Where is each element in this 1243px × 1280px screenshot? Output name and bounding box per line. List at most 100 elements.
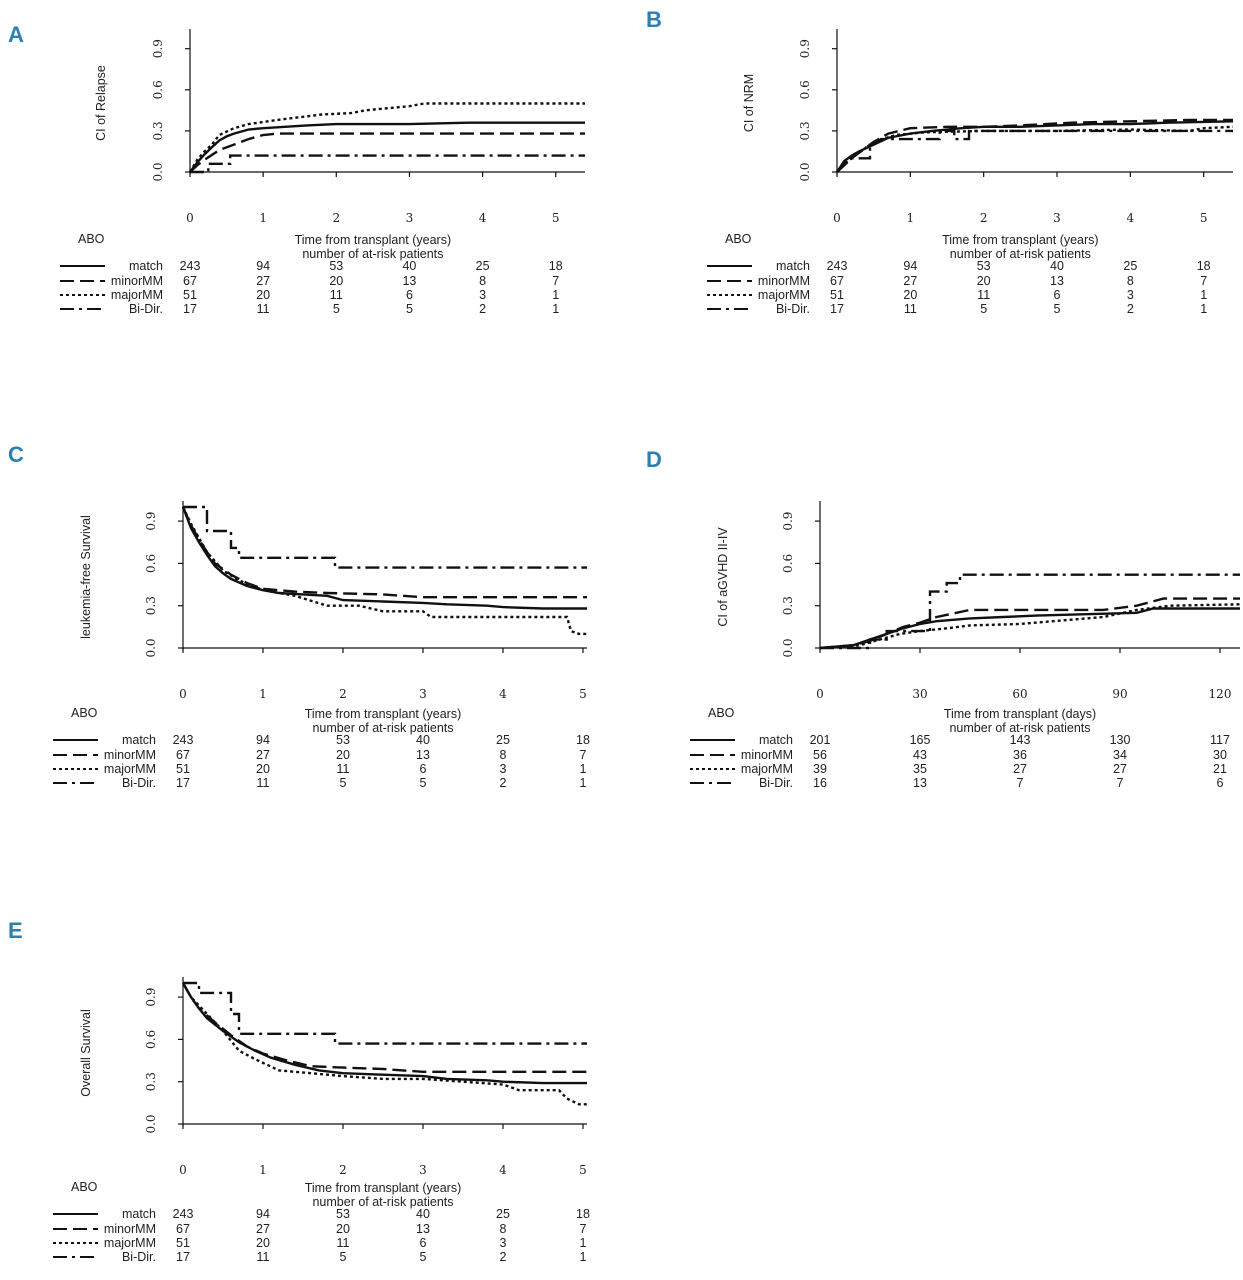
at-risk-count: 165: [910, 733, 931, 747]
legend-label: minorMM: [104, 748, 156, 762]
y-tick-label: 0.9: [144, 988, 158, 1007]
x-tick-label: 4: [499, 1163, 507, 1177]
at-risk-count: 25: [1123, 259, 1137, 273]
legend-title: ABO: [725, 232, 752, 246]
x-tick-label: 1: [259, 211, 267, 225]
at-risk-count: 5: [420, 776, 427, 790]
legend-label: majorMM: [111, 288, 163, 302]
at-risk-count: 67: [183, 274, 197, 288]
y-tick-label: 0.9: [798, 39, 812, 58]
at-risk-count: 5: [420, 1250, 427, 1264]
at-risk-count: 25: [476, 259, 490, 273]
risk-table-title: number of at-risk patients: [302, 247, 443, 261]
at-risk-count: 117: [1210, 733, 1230, 747]
at-risk-count: 6: [420, 762, 427, 776]
panel-label: C: [8, 442, 24, 467]
panel-label: E: [8, 918, 23, 943]
series-line-bidir: [820, 573, 1240, 650]
at-risk-count: 11: [257, 1250, 270, 1264]
series-line-minormm: [836, 118, 1233, 173]
x-tick-label: 2: [339, 1163, 347, 1177]
at-risk-count: 18: [576, 733, 590, 747]
x-axis-label: Time from transplant (years): [942, 233, 1099, 247]
at-risk-count: 8: [500, 748, 507, 762]
at-risk-count: 17: [176, 1250, 190, 1264]
legend-label: Bi-Dir.: [759, 776, 793, 790]
at-risk-count: 1: [1200, 288, 1207, 302]
at-risk-count: 8: [479, 274, 486, 288]
y-tick-label: 0.9: [151, 39, 165, 58]
at-risk-count: 51: [176, 1236, 190, 1250]
at-risk-count: 11: [337, 1236, 350, 1250]
at-risk-count: 11: [330, 288, 343, 302]
series-line-bidir: [190, 154, 585, 174]
risk-table-title: number of at-risk patients: [950, 247, 1091, 261]
series-line-majormm: [181, 506, 587, 636]
at-risk-count: 53: [329, 259, 343, 273]
y-tick-label: 0.6: [144, 554, 158, 573]
at-risk-count: 143: [1010, 733, 1031, 747]
at-risk-count: 6: [420, 1236, 427, 1250]
at-risk-count: 243: [173, 733, 194, 747]
at-risk-count: 5: [406, 302, 413, 316]
at-risk-count: 35: [913, 762, 927, 776]
at-risk-count: 51: [830, 288, 844, 302]
x-axis-label: Time from transplant (days): [944, 707, 1096, 721]
y-axis-label: CI of Relapse: [94, 65, 108, 141]
at-risk-count: 3: [479, 288, 486, 302]
series-line-match: [836, 120, 1234, 173]
at-risk-count: 1: [580, 1250, 587, 1264]
y-tick-label: 0.6: [151, 80, 165, 99]
series-line-bidir: [836, 129, 1233, 173]
at-risk-count: 20: [903, 288, 917, 302]
at-risk-count: 36: [1013, 748, 1027, 762]
y-axis-label: leukemia-free Survival: [79, 515, 93, 639]
legend-label: minorMM: [104, 1222, 156, 1236]
y-tick-label: 0.3: [781, 596, 795, 615]
at-risk-count: 40: [1050, 259, 1064, 273]
at-risk-count: 53: [336, 733, 350, 747]
at-risk-count: 20: [256, 762, 270, 776]
x-axis-label: Time from transplant (years): [305, 707, 462, 721]
legend-label: majorMM: [758, 288, 810, 302]
x-axis-label: Time from transplant (years): [295, 233, 452, 247]
at-risk-count: 13: [1050, 274, 1064, 288]
x-tick-label: 5: [579, 1163, 587, 1177]
y-tick-label: 0.0: [151, 162, 165, 181]
series-line-match: [189, 121, 585, 173]
y-tick-label: 0.6: [781, 554, 795, 573]
x-tick-label: 90: [1112, 687, 1127, 701]
legend-label: Bi-Dir.: [129, 302, 163, 316]
at-risk-count: 2: [500, 1250, 507, 1264]
at-risk-count: 94: [256, 733, 270, 747]
x-tick-label: 0: [179, 687, 187, 701]
at-risk-count: 2: [500, 776, 507, 790]
at-risk-count: 11: [337, 762, 350, 776]
at-risk-count: 16: [813, 776, 827, 790]
at-risk-count: 7: [580, 1222, 587, 1236]
at-risk-count: 3: [500, 762, 507, 776]
x-tick-label: 0: [179, 1163, 187, 1177]
at-risk-count: 8: [500, 1222, 507, 1236]
at-risk-count: 11: [977, 288, 990, 302]
at-risk-count: 27: [1013, 762, 1027, 776]
at-risk-count: 8: [1127, 274, 1134, 288]
y-tick-label: 0.3: [144, 596, 158, 615]
x-tick-label: 3: [406, 211, 414, 225]
at-risk-count: 51: [183, 288, 197, 302]
at-risk-count: 94: [903, 259, 917, 273]
legend-label: match: [122, 733, 156, 747]
at-risk-count: 243: [827, 259, 848, 273]
legend-label: majorMM: [104, 762, 156, 776]
at-risk-count: 1: [552, 288, 559, 302]
x-axis-label: Time from transplant (years): [305, 1181, 462, 1195]
at-risk-count: 3: [500, 1236, 507, 1250]
x-tick-label: 3: [419, 687, 427, 701]
at-risk-count: 11: [257, 776, 270, 790]
at-risk-count: 94: [256, 259, 270, 273]
at-risk-count: 13: [913, 776, 927, 790]
at-risk-count: 67: [176, 1222, 190, 1236]
